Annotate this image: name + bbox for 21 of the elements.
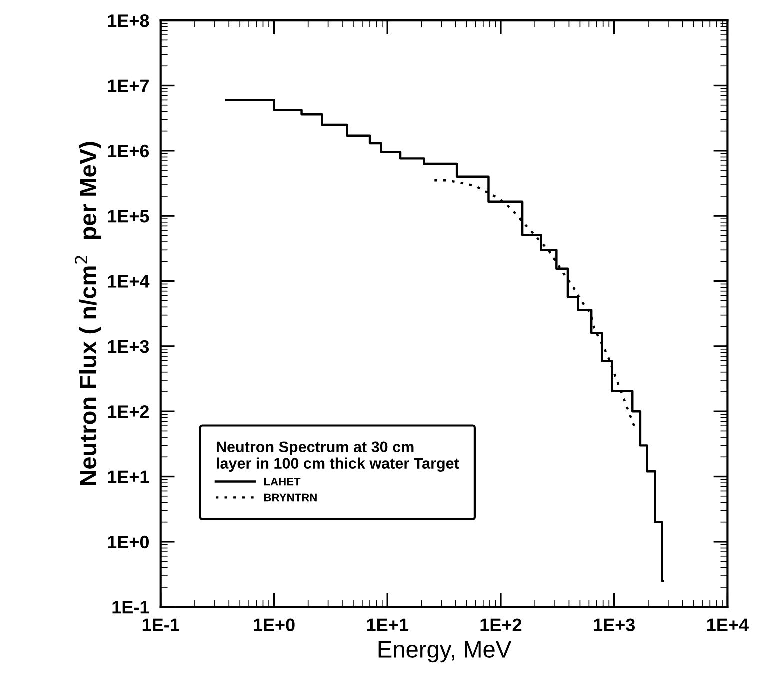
x-tick-label: 1E+4 (708, 618, 749, 632)
legend-title: Neutron Spectrum at 30 cm layer in 100 cm thick water Target (217, 442, 460, 472)
y-tick-label: 1E+7 (108, 80, 149, 92)
y-tick-label: 1E+4 (108, 275, 150, 288)
y-tick-label: 1E+0 (108, 536, 150, 549)
y-tick-label: 1E+5 (108, 210, 150, 223)
y-axis-title: Neutron Flux ( n/cm$^{2}$ per MeV) (75, 142, 102, 486)
x-tick-label: 1E+3 (594, 618, 636, 632)
y-tick-label: 1E+8 (108, 14, 150, 28)
x-tick-label: 1E-1 (142, 618, 180, 632)
x-axis-title: Energy, MeV (378, 641, 512, 663)
y-tick-label: 1E+6 (108, 144, 150, 158)
y-tick-label: 1E+2 (108, 406, 150, 418)
y-tick-label: 1E+1 (108, 470, 150, 484)
x-tick-label: 1E+0 (254, 618, 295, 632)
y-tick-label: 1E+3 (108, 340, 150, 354)
x-tick-label: 1E+1 (367, 618, 408, 632)
legend-label: LAHET (264, 478, 301, 486)
y-tick-label: 1E-1 (112, 601, 150, 614)
x-tick-label: 1E+2 (480, 618, 522, 632)
legend-label: BRYNTRN (264, 494, 317, 502)
